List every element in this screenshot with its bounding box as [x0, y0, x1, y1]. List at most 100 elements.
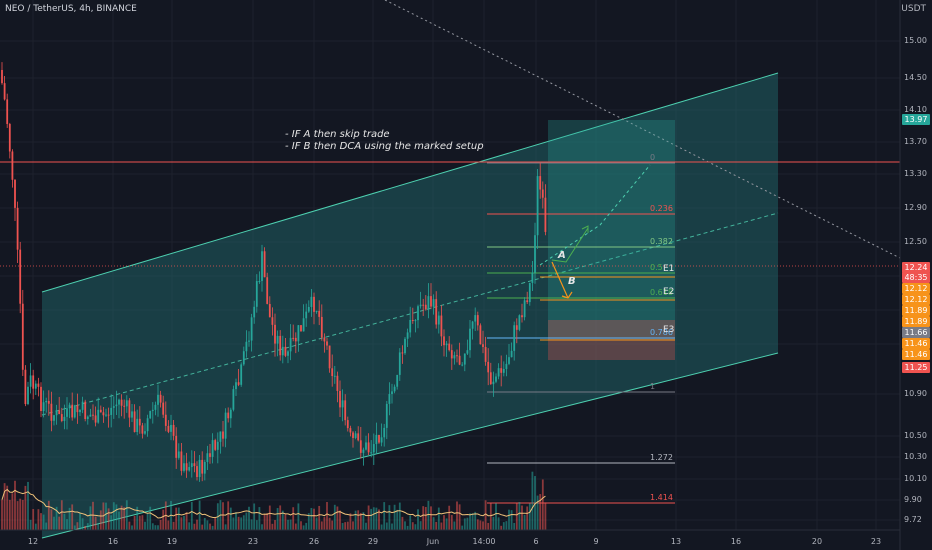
candle-body	[331, 368, 334, 377]
candle-body	[471, 321, 474, 329]
volume-bar	[380, 524, 383, 530]
volume-bar	[500, 525, 503, 530]
candle-body	[479, 325, 482, 345]
candle-body	[484, 346, 487, 362]
candle-body	[154, 404, 157, 410]
volume-bar	[235, 512, 237, 530]
volume-bar	[372, 507, 375, 530]
candle-body	[242, 351, 245, 365]
volume-bar	[34, 523, 37, 530]
volume-bar	[19, 498, 22, 530]
candle-body	[45, 401, 48, 403]
volume-bar	[479, 520, 482, 530]
candle-body	[391, 391, 393, 395]
candle-body	[318, 310, 321, 317]
volume-bar	[188, 522, 191, 530]
candle-body	[170, 424, 172, 432]
symbol-title[interactable]: NEO / TetherUS, 4h, BINANCE	[5, 4, 137, 14]
volume-bar	[222, 502, 224, 530]
fib-retracement[interactable]	[487, 162, 675, 504]
volume-bar	[131, 525, 133, 530]
volume-bar	[253, 503, 256, 530]
price-badge: 11.46	[902, 338, 930, 349]
scenario-a-arrow[interactable]	[551, 227, 589, 263]
candle-body	[24, 369, 27, 405]
candle-body	[227, 412, 230, 419]
volume-bar	[287, 519, 289, 530]
fib-level-label: 1.272	[650, 453, 673, 462]
candle-body	[315, 310, 318, 312]
volume-bar	[292, 507, 295, 530]
descending-trendline[interactable]	[384, 0, 901, 259]
volume-bar	[240, 517, 243, 530]
candle-body	[435, 299, 438, 325]
candle-body	[123, 405, 126, 407]
candle-body	[450, 350, 453, 359]
fib-level-label: 1	[650, 382, 656, 391]
candle-body	[21, 303, 24, 370]
volume-bar	[58, 516, 61, 530]
price-tick-label: 14.10	[904, 105, 927, 114]
volume-bar	[157, 525, 159, 530]
volume-bar	[544, 502, 547, 530]
candle-body	[456, 355, 458, 357]
candle-body	[159, 394, 162, 403]
volume-bar	[6, 485, 9, 530]
candle-body	[505, 363, 508, 369]
position-profit-zone[interactable]	[548, 120, 675, 340]
candle-body	[201, 459, 204, 474]
price-tick-label: 10.30	[904, 452, 927, 461]
candle-body	[120, 399, 123, 406]
volume-bar	[50, 509, 53, 530]
time-tick-label: 9	[593, 537, 599, 546]
candle-body	[398, 352, 401, 375]
candle-body	[341, 400, 344, 408]
scenario-b-arrow[interactable]	[551, 261, 569, 299]
volume-bar	[521, 505, 523, 530]
fib-level-label: 0.5	[650, 263, 663, 272]
volume-bar	[424, 506, 427, 530]
candle-body	[448, 343, 451, 351]
annotation-note-2[interactable]: - IF B then DCA using the marked setup	[285, 141, 484, 152]
volume-bar	[261, 524, 263, 530]
volume-bar	[359, 512, 362, 530]
volume-bar	[175, 507, 178, 530]
volume-bar	[209, 523, 211, 530]
volume-bar	[79, 513, 81, 530]
candle-body	[253, 306, 256, 318]
candle-body	[115, 404, 118, 407]
candle-body	[466, 350, 469, 354]
volume-bar	[110, 515, 113, 530]
volume-bar	[508, 509, 510, 530]
candle-body	[136, 418, 139, 433]
volume-bar	[495, 503, 497, 530]
channel-lower-line[interactable]	[41, 352, 779, 539]
currency-label[interactable]: USDT	[901, 4, 926, 14]
candle-body	[367, 442, 370, 453]
volume-bar	[534, 476, 536, 530]
candle-body	[453, 355, 456, 359]
candle-body	[323, 337, 326, 342]
volume-bar	[333, 504, 336, 530]
candle-body	[58, 410, 61, 415]
volume-bar	[55, 506, 58, 530]
candle-body	[401, 352, 404, 354]
volume-bar	[302, 525, 305, 530]
volume-bar	[378, 509, 380, 530]
volume-bar	[406, 525, 409, 530]
volume-bar	[14, 480, 16, 530]
channel-upper-line[interactable]	[41, 72, 779, 293]
volume-bar	[258, 507, 261, 530]
candle-body	[157, 394, 159, 405]
volume-bar	[315, 517, 318, 530]
price-tick-label: 9.90	[904, 495, 922, 504]
candle-body	[528, 282, 531, 303]
candle-body	[320, 316, 323, 338]
candle-body	[417, 306, 419, 321]
volume-bar	[245, 512, 248, 530]
candle-body	[437, 315, 440, 325]
candle-body	[409, 320, 412, 333]
volume-bar	[115, 504, 118, 530]
annotation-note-1[interactable]: - IF A then skip trade	[285, 129, 390, 140]
